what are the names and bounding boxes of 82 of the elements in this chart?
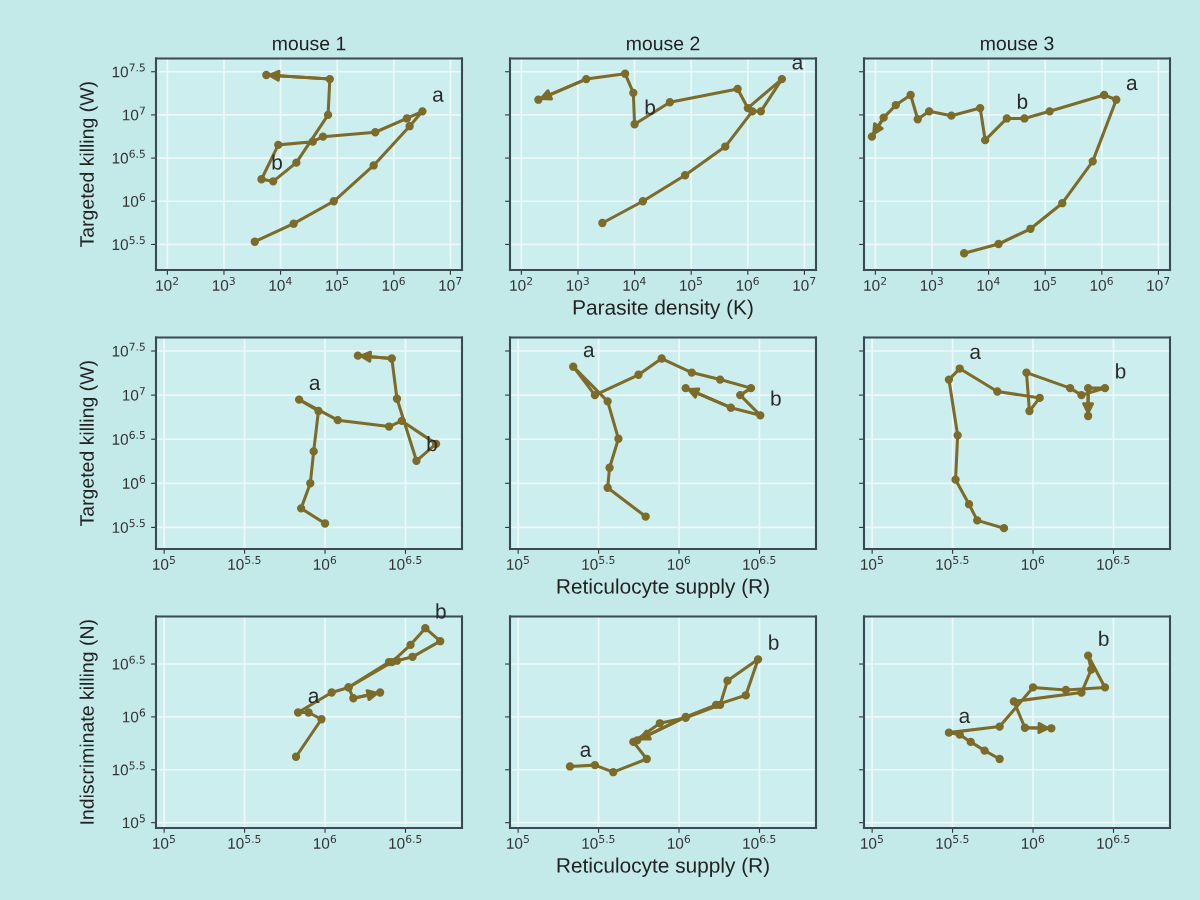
- x-tick-label: 10$^{2}$: [510, 276, 533, 291]
- annotation: b: [436, 603, 446, 619]
- x-tick-label: 10$^{6}$: [382, 276, 405, 291]
- x-tick-label: 10$^{5}$: [861, 556, 883, 570]
- x-tick-label: 10$^{6}$: [1090, 276, 1113, 291]
- x-tick-label: 10$^{2}$: [156, 276, 179, 291]
- x-tick-label: 10$^{6.5}$: [389, 834, 422, 849]
- x-tick-label: 10$^{6}$: [736, 276, 759, 291]
- x-tick-label: 10$^{3}$: [920, 276, 943, 291]
- x-tick-label: 10$^{6}$: [313, 834, 337, 849]
- annotation: a: [433, 90, 444, 102]
- x-tick-label: 10$^{5}$: [1034, 277, 1056, 291]
- annotation: b: [645, 99, 656, 115]
- y-axis-title: Indiscriminate killing (N): [79, 620, 98, 824]
- x-tick-label: 10$^{6.5}$: [389, 555, 422, 570]
- y-tick-label: 10$^{6}$: [123, 708, 146, 723]
- x-tick-label: 10$^{3}$: [566, 276, 589, 291]
- x-tick-label: 10$^{5.5}$: [582, 835, 615, 849]
- annotation: a: [1126, 78, 1138, 91]
- x-tick-label: 10$^{6.5}$: [1097, 555, 1130, 570]
- x-tick-label: 10$^{5}$: [153, 556, 175, 570]
- x-tick-label: 10$^{7}$: [1147, 277, 1170, 291]
- y-tick-label: 10$^{6.5}$: [112, 430, 145, 445]
- x-tick-label: 10$^{2}$: [864, 276, 887, 291]
- annotation: a: [308, 691, 320, 703]
- x-tick-label: 10$^{5}$: [861, 835, 883, 849]
- annotation: a: [959, 711, 971, 724]
- annotation: a: [792, 58, 804, 70]
- x-tick-label: 10$^{6.5}$: [743, 834, 776, 849]
- annotation: b: [771, 390, 781, 406]
- x-tick-label: 10$^{6.5}$: [743, 555, 776, 570]
- x-axis-title: Reticulocyte supply (R): [557, 857, 769, 877]
- annotation: a: [309, 378, 321, 391]
- x-tick-label: 10$^{6}$: [667, 834, 691, 849]
- x-tick-label: 10$^{6}$: [1021, 555, 1045, 570]
- x-tick-label: 10$^{5.5}$: [936, 556, 969, 570]
- x-tick-label: 10$^{6}$: [313, 555, 337, 570]
- annotation: b: [1017, 93, 1028, 109]
- x-axis-title: Reticulocyte supply (R): [557, 578, 769, 598]
- annotation: b: [769, 634, 779, 650]
- annotation: b: [1099, 630, 1109, 647]
- annotation: a: [970, 347, 981, 360]
- chart-title: mouse 2: [627, 36, 700, 51]
- y-tick-label: 10$^{5.5}$: [112, 236, 145, 251]
- x-tick-label: 10$^{6}$: [667, 555, 691, 570]
- x-tick-label: 10$^{4}$: [623, 277, 646, 291]
- y-tick-label: 10$^{7.5}$: [112, 342, 145, 357]
- x-tick-label: 10$^{5.5}$: [936, 835, 969, 849]
- x-tick-label: 10$^{5.5}$: [582, 556, 615, 570]
- y-tick-label: 10$^{7.5}$: [112, 63, 145, 78]
- x-tick-label: 10$^{7}$: [439, 277, 462, 291]
- x-tick-label: 10$^{5}$: [507, 556, 529, 570]
- chart-title: mouse 3: [981, 36, 1054, 51]
- y-tick-label: 10$^{6}$: [123, 474, 146, 489]
- y-tick-label: 10$^{6}$: [123, 192, 146, 207]
- x-axis-title: Parasite density (K): [573, 299, 753, 319]
- annotation: a: [583, 345, 595, 358]
- x-tick-label: 10$^{5}$: [680, 277, 702, 291]
- x-tick-label: 10$^{6}$: [1021, 834, 1045, 849]
- y-tick-label: 10$^{7}$: [123, 106, 145, 121]
- y-tick-label: 10$^{6.5}$: [112, 149, 145, 164]
- y-axis-title: Targeted killing (W): [79, 82, 98, 248]
- x-tick-label: 10$^{5.5}$: [228, 556, 261, 570]
- y-tick-label: 10$^{5.5}$: [112, 761, 145, 776]
- x-tick-label: 10$^{3}$: [212, 276, 235, 291]
- annotation: b: [1116, 363, 1126, 379]
- x-tick-label: 10$^{4}$: [977, 277, 1000, 291]
- y-tick-label: 10$^{6.5}$: [112, 655, 145, 670]
- x-tick-label: 10$^{5.5}$: [228, 835, 261, 849]
- y-tick-label: 10$^{5.5}$: [112, 519, 145, 533]
- x-tick-label: 10$^{5}$: [326, 277, 348, 291]
- annotation: b: [272, 154, 282, 170]
- x-tick-label: 10$^{4}$: [269, 277, 292, 291]
- y-axis-title: Targeted killing (W): [79, 361, 98, 527]
- x-tick-label: 10$^{6.5}$: [1097, 834, 1130, 849]
- annotation: a: [580, 745, 592, 757]
- y-tick-label: 10$^{7}$: [123, 386, 145, 401]
- y-tick-label: 10$^{5}$: [123, 814, 145, 829]
- chart-title: mouse 1: [273, 36, 346, 51]
- x-tick-label: 10$^{7}$: [793, 277, 816, 291]
- x-tick-label: 10$^{5}$: [507, 835, 529, 849]
- x-tick-label: 10$^{5}$: [153, 835, 175, 849]
